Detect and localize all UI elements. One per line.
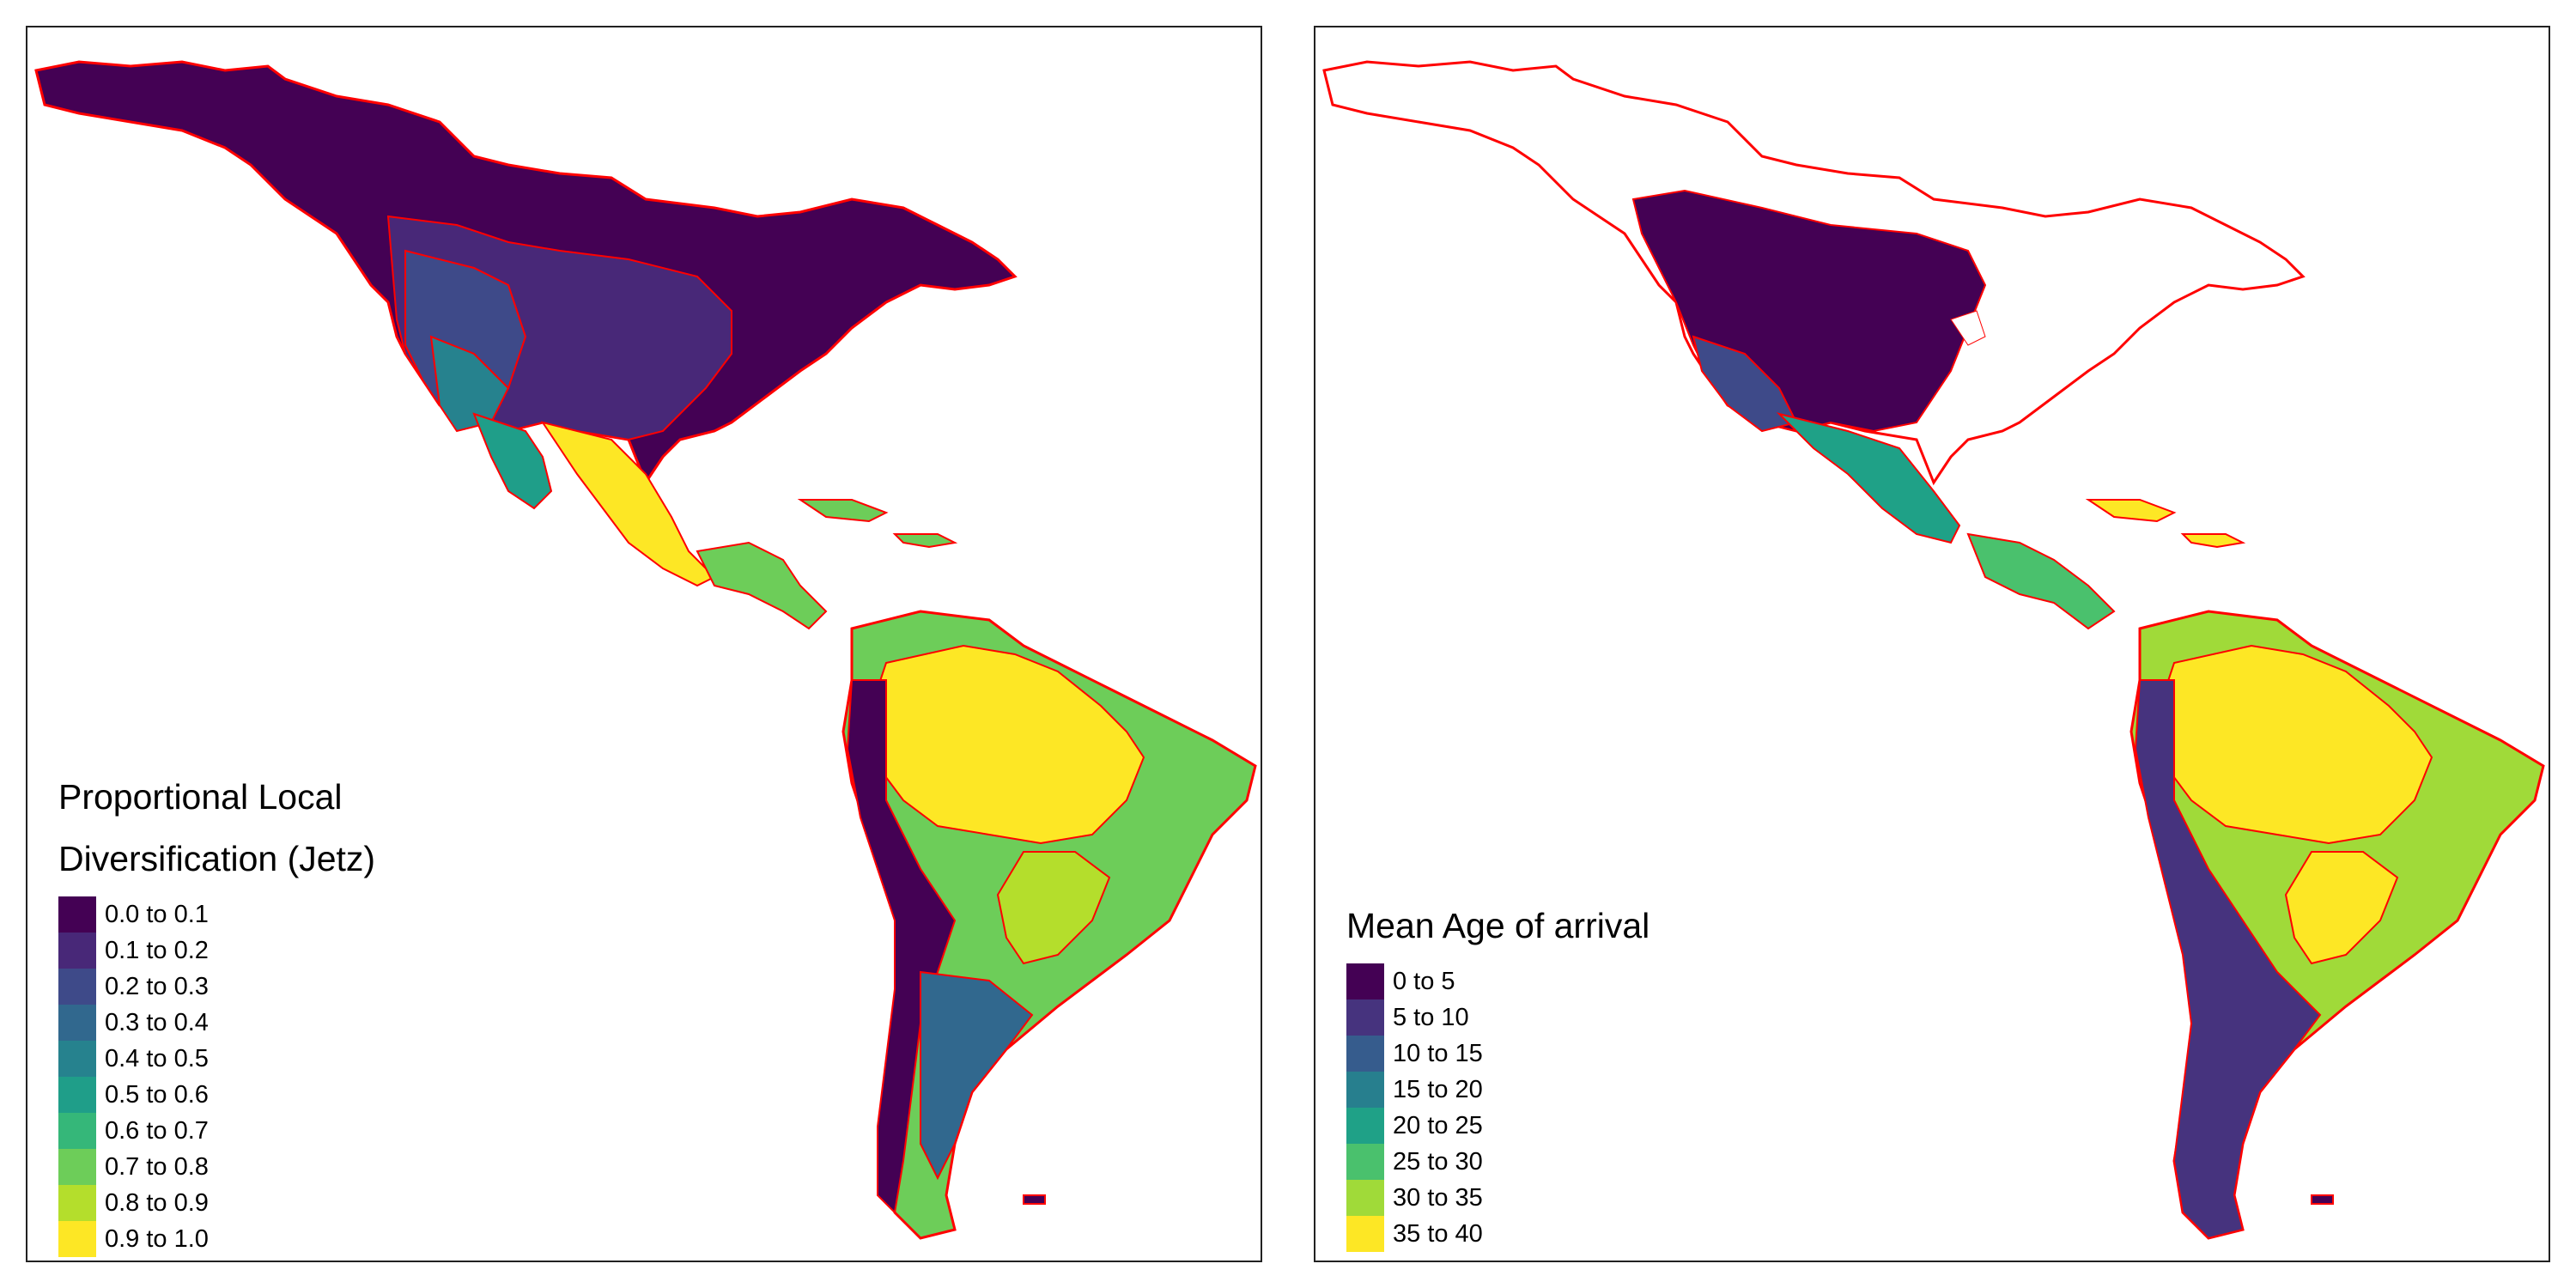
- legend-item: 15 to 20: [1346, 1072, 1649, 1108]
- legend-swatch: [58, 933, 96, 969]
- patagonia-region: [920, 970, 1034, 1181]
- legend-item: 0.1 to 0.2: [58, 933, 375, 969]
- legend-swatch: [1346, 999, 1384, 1036]
- central-america-region: [696, 541, 828, 630]
- brazil-east-region: [996, 851, 1111, 965]
- map-panel-jetz: Proportional Local Diversification (Jetz…: [26, 26, 1262, 1262]
- amazon-region: [2155, 644, 2433, 845]
- legend-arrival: Mean Age of arrival 0 to 5 5 to 10 10 to…: [1346, 895, 1649, 1252]
- legend-label: 0.6 to 0.7: [105, 1116, 209, 1145]
- legend-swatch: [58, 896, 96, 933]
- legend-item: 25 to 30: [1346, 1144, 1649, 1180]
- map-panel-arrival: Mean Age of arrival 0 to 5 5 to 10 10 to…: [1314, 26, 2550, 1262]
- legend-swatch: [1346, 1036, 1384, 1072]
- brazil-east-region: [2284, 851, 2399, 965]
- legend-item: 10 to 15: [1346, 1036, 1649, 1072]
- legend-swatch: [58, 1221, 96, 1257]
- legend-swatch: [1346, 1216, 1384, 1252]
- legend-item: 0 to 5: [1346, 963, 1649, 999]
- legend-swatch: [58, 1077, 96, 1113]
- pacific-island: [1023, 1194, 1046, 1205]
- andes-region: [2134, 679, 2322, 1240]
- legend-swatch: [1346, 1072, 1384, 1108]
- legend-title: Mean Age of arrival: [1346, 906, 1650, 945]
- legend-swatch: [58, 1149, 96, 1185]
- legend-label: 20 to 25: [1393, 1111, 1483, 1139]
- legend-label: 0 to 5: [1393, 967, 1455, 995]
- mexico-west-region: [472, 412, 553, 510]
- legend-swatch: [58, 1005, 96, 1041]
- pacific-island: [2311, 1194, 2334, 1205]
- legend-label: 0.0 to 0.1: [105, 900, 209, 928]
- legend-jetz: Proportional Local Diversification (Jetz…: [58, 766, 375, 1257]
- legend-label: 0.4 to 0.5: [105, 1044, 209, 1072]
- legend-label: 0.3 to 0.4: [105, 1008, 209, 1036]
- legend-item: 35 to 40: [1346, 1216, 1649, 1252]
- legend-label: 0.1 to 0.2: [105, 936, 209, 964]
- legend-item: 0.3 to 0.4: [58, 1005, 375, 1041]
- legend-label: 0.8 to 0.9: [105, 1188, 209, 1217]
- legend-title-line-1: Proportional Local: [58, 777, 343, 817]
- white-gap: [1950, 310, 1986, 346]
- mexico-region: [1776, 412, 1961, 544]
- legend-item: 0.9 to 1.0: [58, 1221, 375, 1257]
- legend-label: 5 to 10: [1393, 1003, 1469, 1031]
- caribbean-islands: [797, 499, 958, 549]
- legend-label: 25 to 30: [1393, 1147, 1483, 1176]
- legend-label: 15 to 20: [1393, 1075, 1483, 1103]
- legend-swatch: [1346, 1108, 1384, 1144]
- legend-item: 5 to 10: [1346, 999, 1649, 1036]
- legend-label: 0.9 to 1.0: [105, 1224, 209, 1253]
- southwest-region: [1692, 335, 1798, 433]
- legend-item: 0.4 to 0.5: [58, 1041, 375, 1077]
- legend-swatch: [58, 1041, 96, 1077]
- andes-region: [846, 679, 957, 1215]
- mexico-region: [540, 421, 716, 587]
- legend-items: 0.0 to 0.1 0.1 to 0.2 0.2 to 0.3 0.3 to …: [58, 896, 375, 1257]
- legend-item: 0.6 to 0.7: [58, 1113, 375, 1149]
- legend-swatch: [1346, 1144, 1384, 1180]
- legend-label: 0.7 to 0.8: [105, 1152, 209, 1181]
- legend-swatch: [58, 969, 96, 1005]
- legend-label: 0.2 to 0.3: [105, 972, 209, 1000]
- legend-swatch: [58, 1185, 96, 1221]
- americas-map-jetz: [34, 60, 1257, 1240]
- americas-map-arrival: [1322, 60, 2545, 1240]
- legend-item: 0.2 to 0.3: [58, 969, 375, 1005]
- caribbean-islands: [2085, 499, 2246, 549]
- legend-item: 0.5 to 0.6: [58, 1077, 375, 1113]
- legend-item: 20 to 25: [1346, 1108, 1649, 1144]
- legend-swatch: [1346, 1180, 1384, 1216]
- legend-label: 10 to 15: [1393, 1039, 1483, 1067]
- legend-item: 0.0 to 0.1: [58, 896, 375, 933]
- legend-item: 0.8 to 0.9: [58, 1185, 375, 1221]
- legend-label: 30 to 35: [1393, 1183, 1483, 1212]
- legend-title-line-2: Diversification (Jetz): [58, 839, 376, 878]
- legend-label: 35 to 40: [1393, 1219, 1483, 1248]
- central-america-region: [1966, 532, 2116, 630]
- legend-items: 0 to 5 5 to 10 10 to 15 15 to 20 20 to 2…: [1346, 963, 1649, 1252]
- legend-item: 30 to 35: [1346, 1180, 1649, 1216]
- amazon-region: [867, 644, 1145, 845]
- legend-swatch: [58, 1113, 96, 1149]
- legend-item: 0.7 to 0.8: [58, 1149, 375, 1185]
- legend-swatch: [1346, 963, 1384, 999]
- legend-label: 0.5 to 0.6: [105, 1080, 209, 1109]
